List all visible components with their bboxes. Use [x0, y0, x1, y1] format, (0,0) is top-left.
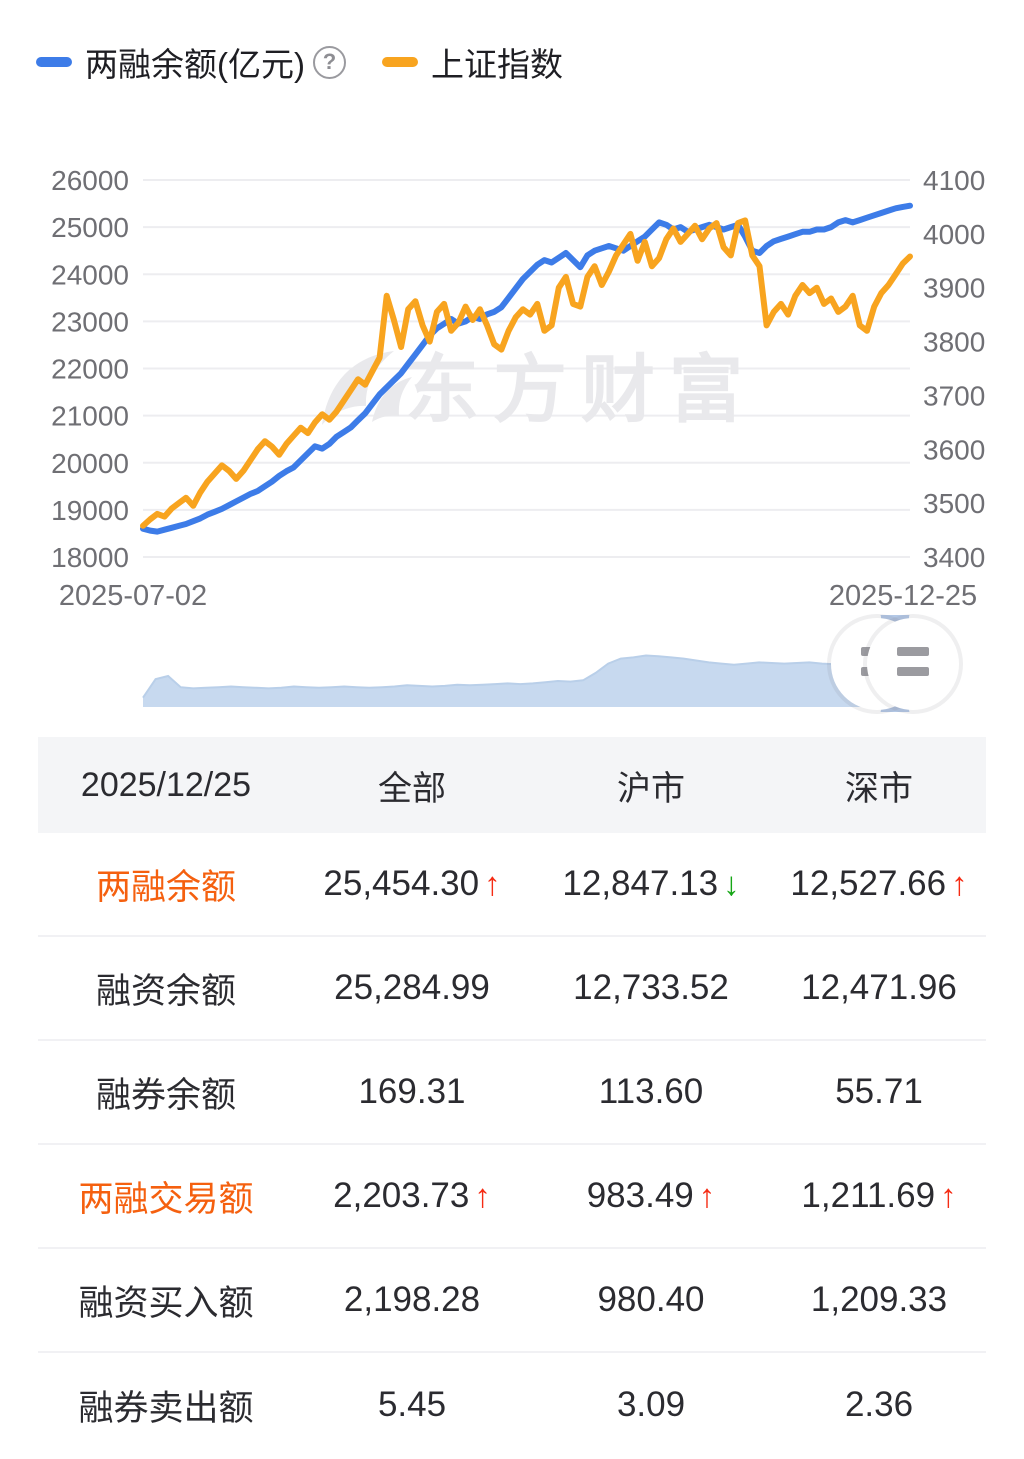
row-label: 两融交易额: [78, 1179, 254, 1219]
navigator-handle-right[interactable]: [863, 613, 963, 714]
legend-label-shanghai-index[interactable]: 上证指数: [430, 46, 563, 83]
help-icon[interactable]: ?: [312, 45, 346, 79]
right-axis-tick: 3900: [923, 273, 985, 304]
up-arrow-icon: ↑: [940, 1177, 957, 1214]
value-cell: 5.45: [294, 1385, 530, 1425]
value-cell: 2.36: [772, 1385, 986, 1425]
handle-grip-icon: [897, 647, 929, 656]
table-header-row: 2025/12/25 全部 沪市 深市: [38, 737, 986, 833]
left-axis-tick: 20000: [51, 448, 129, 479]
value-text: 169.31: [358, 1072, 466, 1111]
value-cell: 25,454.30 ↑: [294, 864, 530, 904]
left-axis-tick: 21000: [51, 401, 129, 432]
row-label: 融资买入额: [78, 1283, 254, 1323]
value-cell: 12,733.52: [530, 968, 772, 1008]
value-text: 980.40: [597, 1280, 705, 1319]
value-cell: 55.71: [772, 1072, 986, 1112]
value-text: 12,733.52: [573, 968, 729, 1007]
legend-label-margin-balance[interactable]: 两融余额(亿元): [85, 46, 305, 83]
table-row: 融券卖出额 5.45 3.09 2.36: [38, 1353, 986, 1457]
up-arrow-icon: ↑: [474, 1177, 491, 1214]
watermark-text: 东方财富: [405, 348, 757, 431]
right-axis-tick: 3500: [923, 488, 985, 519]
down-arrow-icon: ↓: [723, 865, 740, 902]
value-cell: 12,471.96: [772, 968, 986, 1008]
value-text: 1,209.33: [810, 1280, 948, 1319]
up-arrow-icon: ↑: [951, 865, 968, 902]
value-text: 2,198.28: [343, 1280, 481, 1319]
margin-data-table: 2025/12/25 全部 沪市 深市 两融余额 25,454.30 ↑ 12,847…: [38, 737, 986, 1457]
right-axis-tick: 3400: [923, 542, 985, 573]
value-cell: 980.40: [530, 1280, 772, 1320]
value-text: 12,527.66: [790, 864, 947, 903]
left-axis-tick: 24000: [51, 259, 129, 290]
table-header-all: 全部: [378, 769, 446, 808]
up-arrow-icon: ↑: [484, 865, 501, 902]
x-axis-label-end: 2025-12-25: [829, 580, 977, 612]
line-shanghai-index: [140, 217, 913, 529]
eastmoney-logo-watermark-wing: [372, 377, 412, 422]
line-margin-balance: [140, 202, 913, 535]
value-text: 983.49: [586, 1176, 694, 1215]
left-axis-tick: 23000: [51, 306, 129, 337]
navigator-area-edge: [142, 645, 911, 699]
value-cell: 12,527.66 ↑: [772, 864, 986, 904]
value-text: 3.09: [616, 1385, 686, 1424]
value-cell: 983.49 ↑: [530, 1176, 772, 1216]
left-axis-tick: 25000: [51, 212, 129, 243]
value-cell: 12,847.13 ↓: [530, 864, 772, 904]
right-axis-tick: 3700: [923, 380, 985, 411]
value-text: 113.60: [598, 1072, 704, 1111]
right-axis-tick: 4000: [923, 219, 985, 250]
table-row: 融资余额 25,284.99 12,733.52 12,471.96: [38, 937, 986, 1041]
value-text: 2.36: [844, 1385, 914, 1424]
table-body: 两融余额 25,454.30 ↑ 12,847.13 ↓ 12,527.66 ↑ 融资余额 25…: [38, 833, 986, 1457]
eastmoney-watermark: 东方财富: [322, 348, 757, 431]
value-cell: 1,211.69 ↑: [772, 1176, 986, 1216]
value-cell: 2,203.73 ↑: [294, 1176, 530, 1216]
value-text: 1,211.69: [801, 1176, 936, 1215]
table-header-shanghai: 沪市: [617, 769, 685, 808]
row-label: 融券卖出额: [78, 1388, 254, 1428]
value-text: 12,847.13: [562, 864, 719, 903]
table-header-date: 2025/12/25: [80, 765, 252, 804]
legend-swatch-shanghai-index[interactable]: [381, 57, 418, 67]
value-text: 12,471.96: [801, 968, 957, 1007]
row-label: 融资余额: [95, 971, 236, 1011]
chart-legend: 两融余额(亿元) ? 上证指数: [36, 38, 563, 86]
legend-swatch-margin-balance[interactable]: [36, 57, 72, 67]
value-cell: 3.09: [530, 1385, 772, 1425]
right-axis-tick: 3600: [923, 434, 985, 465]
left-axis-tick: 18000: [51, 542, 129, 573]
table-row: 两融交易额 2,203.73 ↑ 983.49 ↑ 1,211.69 ↑: [38, 1145, 986, 1249]
value-cell: 25,284.99: [294, 968, 530, 1008]
value-cell: 2,198.28: [294, 1280, 530, 1320]
table-row: 融资买入额 2,198.28 980.40 1,209.33: [38, 1249, 986, 1353]
value-cell: 1,209.33: [772, 1280, 986, 1320]
row-label: 两融余额: [95, 867, 236, 907]
value-text: 5.45: [377, 1385, 447, 1424]
value-cell: 169.31: [294, 1072, 530, 1112]
row-label: 融券余额: [95, 1075, 236, 1115]
x-axis-label-start: 2025-07-02: [59, 580, 207, 612]
table-header-shenzhen: 深市: [845, 769, 913, 808]
right-axis-tick: 3800: [923, 327, 985, 358]
navigator-area[interactable]: [143, 646, 910, 707]
left-axis-tick: 19000: [51, 495, 129, 526]
left-axis-tick: 26000: [51, 165, 129, 196]
value-text: 2,203.73: [333, 1176, 470, 1215]
left-axis-tick: 22000: [51, 354, 129, 385]
value-text: 25,454.30: [323, 864, 480, 903]
value-text: 25,284.99: [334, 968, 490, 1007]
right-axis-tick: 4100: [923, 165, 985, 196]
handle-grip-icon: [897, 667, 929, 676]
up-arrow-icon: ↑: [698, 1177, 716, 1214]
value-text: 55.71: [835, 1072, 923, 1111]
value-cell: 113.60: [530, 1072, 772, 1112]
dual-axis-line-chart: 26000 25000 24000 23000 22000 21000 20000 19000…: [51, 165, 985, 714]
table-row: 两融余额 25,454.30 ↑ 12,847.13 ↓ 12,527.66 ↑: [38, 833, 986, 937]
table-row: 融券余额 169.31 113.60 55.71: [38, 1041, 986, 1145]
